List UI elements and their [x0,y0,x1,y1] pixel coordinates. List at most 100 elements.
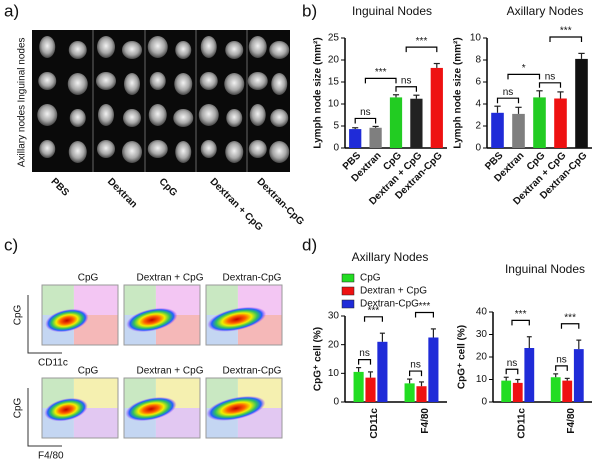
lymph-node [199,72,218,90]
significance-bracket [414,311,434,318]
lymph-node [67,73,88,95]
y-tick-label: 30 [476,329,488,340]
flow-x-label: F4/80 [38,451,64,462]
y-tick-label: 4 [475,99,481,110]
significance-label: *** [419,301,431,312]
bar [365,377,376,402]
significance-bracket [364,77,397,84]
lymph-node [200,36,217,58]
flow-title: Dextran + CpG [137,366,204,377]
x-tick-label: F4/80 [566,408,577,434]
y-tick-label: 20 [328,55,340,66]
column-label: CpG [157,176,180,199]
lymph-node [225,41,244,59]
lymph-node [37,104,58,126]
bar [404,383,415,402]
bar [575,58,588,148]
panel-label: a) [4,1,19,20]
significance-bracket [405,46,438,53]
y-tick-label: 6 [475,77,481,88]
y-tick-label: 40 [476,307,488,318]
significance-label: ns [410,360,421,371]
lymph-node [39,36,56,58]
y-tick-label: 0 [333,397,339,408]
bar [512,382,523,402]
lymph-node [175,141,192,163]
lymph-node [68,41,87,59]
y-tick-label: 8 [475,55,481,66]
chart-title: Axillary Nodes [507,4,584,18]
lymph-node [39,140,56,158]
y-tick-label: 20 [328,339,340,350]
legend-label: Dextran-CpG [360,299,419,310]
significance-bracket [363,316,383,322]
bar [369,127,382,148]
column-label: Dextran [105,176,139,210]
y-tick-label: 10 [328,99,340,110]
bar [533,97,546,148]
y-axis-label: Lymph node size (mm²) [313,37,324,148]
significance-label: *** [564,312,576,323]
significance-label: ns [556,355,567,366]
lymph-node [225,141,244,163]
node-photo-content [37,30,290,172]
bar [491,112,504,148]
y-tick-label: 0 [475,143,481,154]
y-tick-label: 15 [328,77,340,88]
significance-label: ns [503,87,514,98]
significance-label: *** [416,36,428,47]
bar [353,371,364,402]
lymph-node [97,36,115,58]
plot-frame [205,377,283,439]
density [206,395,266,421]
significance-label: *** [515,309,527,320]
lymph-node [98,104,114,126]
lymph-node [122,41,142,59]
density [207,306,267,332]
y-tick-label: 25 [328,33,340,44]
density [125,396,177,422]
lymph-node [147,36,168,58]
panel-label: d) [302,235,317,254]
significance-label: ns [360,107,371,118]
lymph-node [147,140,168,158]
plot-frame [123,377,201,439]
flow-title: Dextran + CpG [137,273,204,284]
y-tick-label: 0 [333,143,339,154]
bar [416,386,427,402]
y-tick-label: 10 [328,368,340,379]
bar [573,349,584,402]
bar [349,129,362,148]
bar [501,380,512,402]
flow-title: Dextran-CpG [223,366,282,377]
significance-label: ns [507,358,518,369]
y-tick-label: 10 [476,374,488,385]
lymph-node [148,104,167,126]
significance-label: *** [375,67,387,78]
x-tick-label: CD11c [516,408,527,439]
lymph-node [174,73,193,95]
bar [524,348,535,402]
density [45,308,89,333]
legend-label: Dextran + CpG [360,286,427,297]
significance-label: *** [560,26,572,37]
significance-bracket [395,86,417,92]
axis-arrow [27,295,62,354]
flow-title: Dextran-CpG [223,273,282,284]
bar [512,113,525,148]
bar [430,67,443,148]
significance-bracket [560,323,580,329]
plot-frame [41,284,119,346]
y-tick-label: 2 [475,121,481,132]
legend-swatch [341,299,355,309]
lymph-node [68,141,87,163]
chart-title: Inguinal Nodes [505,262,585,276]
column-label: Dextran-CpG [255,176,307,228]
y-tick-label: 5 [333,121,339,132]
bar [377,341,388,402]
panel-label: b) [302,1,317,20]
lymph-node [124,73,140,95]
plot-frame [205,284,283,346]
y-axis-label: CpG⁺ cell (%) [313,327,324,391]
